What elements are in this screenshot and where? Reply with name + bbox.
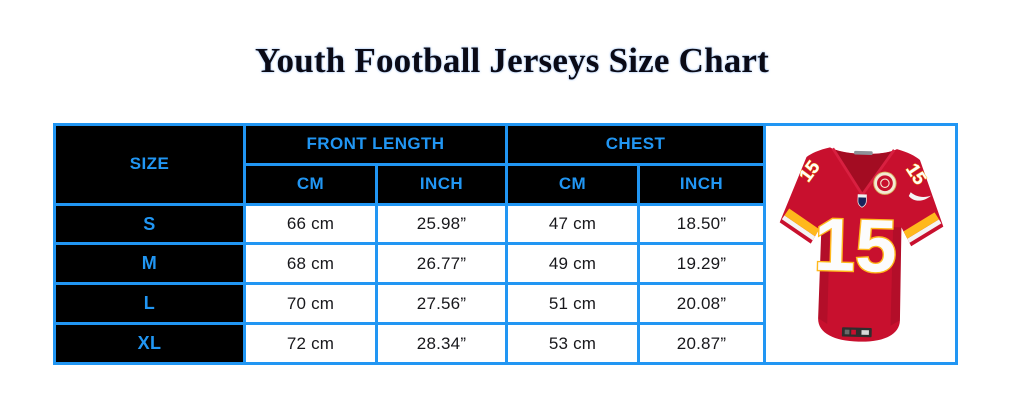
jersey-image: 15 15 (766, 126, 955, 362)
row-m-front-cm: 68 cm (243, 242, 378, 286)
size-l: L (53, 282, 246, 326)
header-chest-cm: CM (505, 162, 640, 206)
page-title: Youth Football Jerseys Size Chart (254, 41, 770, 80)
header-row-units: CM INCH CM INCH (55, 162, 957, 206)
table-row-xl: XL 72 cm 28.34” 53 cm 20.87” (53, 322, 957, 365)
jersey-number: 15 (812, 203, 897, 288)
row-xl-front-cm: 72 cm (243, 322, 378, 365)
table-row-m: M 68 cm 26.77” 49 cm 19.29” (53, 242, 957, 286)
table-row-s: S 66 cm 25.98” 47 cm 18.50” (53, 202, 957, 246)
row-m-front-inch: 26.77” (375, 242, 508, 286)
jersey-graphic: 15 15 (779, 147, 943, 342)
sleeve-stripes (781, 208, 941, 244)
nfl-shield-icon (857, 194, 867, 208)
chiefs-patch-icon (872, 171, 897, 195)
row-xl-front-inch: 28.34” (375, 322, 508, 365)
size-s: S (53, 202, 246, 246)
nike-swoosh-icon (908, 192, 931, 201)
jersey-body (779, 147, 943, 342)
header-front-length: FRONT LENGTH (243, 123, 508, 166)
header-chest: CHEST (505, 123, 766, 166)
header-front-inch: INCH (375, 162, 508, 206)
table-row-l: L 70 cm 27.56” 51 cm 20.08” (53, 282, 957, 326)
row-s-chest-inch: 18.50” (637, 202, 766, 246)
row-l-chest-cm: 51 cm (505, 282, 640, 326)
row-s-front-cm: 66 cm (243, 202, 378, 246)
row-l-front-cm: 70 cm (243, 282, 378, 326)
row-l-chest-inch: 20.08” (637, 282, 766, 326)
header-chest-inch: INCH (637, 162, 766, 206)
row-s-chest-cm: 47 cm (505, 202, 640, 246)
jersey-photo-cell: 15 15 (763, 123, 958, 365)
row-xl-chest-cm: 53 cm (505, 322, 640, 365)
header-row-groups: SIZE FRONT LENGTH CHEST (53, 123, 958, 365)
row-l-front-inch: 27.56” (375, 282, 508, 326)
header-size: SIZE (53, 123, 246, 206)
size-m: M (53, 242, 246, 286)
row-m-chest-inch: 19.29” (637, 242, 766, 286)
row-xl-chest-inch: 20.87” (637, 322, 766, 365)
header-front-cm: CM (243, 162, 378, 206)
row-s-front-inch: 25.98” (375, 202, 508, 246)
size-xl: XL (53, 322, 246, 365)
row-m-chest-cm: 49 cm (505, 242, 640, 286)
size-chart-table: SIZE FRONT LENGTH CHEST (53, 123, 958, 365)
jock-tag (841, 327, 872, 338)
collar-tag (853, 150, 873, 155)
